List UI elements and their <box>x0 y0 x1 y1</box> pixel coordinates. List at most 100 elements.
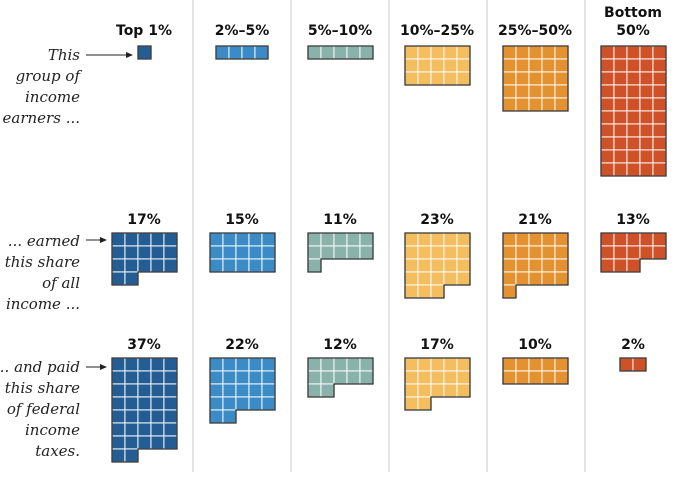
waffle-cell <box>124 357 139 372</box>
waffle-cell <box>443 357 458 372</box>
waffle-cell <box>528 258 543 273</box>
waffle-cell <box>346 370 361 385</box>
waffle-cell <box>261 370 276 385</box>
waffle-cell <box>600 232 615 247</box>
group-header: Top 1% <box>116 23 172 39</box>
waffle-cell <box>541 258 556 273</box>
value-label: 11% <box>323 212 357 228</box>
waffle-cell <box>235 232 250 247</box>
waffle-cell <box>600 58 615 73</box>
waffle-cell <box>541 58 556 73</box>
waffle-cell <box>150 232 165 247</box>
waffle-cell <box>417 232 432 247</box>
waffle-block <box>209 357 276 424</box>
waffle-cell <box>456 370 471 385</box>
waffle-cell <box>150 383 165 398</box>
waffle-cell <box>652 232 667 247</box>
value-label: 17% <box>420 337 454 353</box>
waffle-cell <box>456 245 471 260</box>
waffle-cell <box>554 45 569 60</box>
waffle-cell <box>404 357 419 372</box>
waffle-cell <box>235 258 250 273</box>
waffle-cell <box>652 58 667 73</box>
row-label: of all <box>42 274 80 292</box>
waffle-cell <box>163 409 178 424</box>
waffle-cell <box>502 357 517 372</box>
waffle-cell <box>443 58 458 73</box>
waffle-cell <box>600 162 615 177</box>
waffle-cell <box>150 245 165 260</box>
waffle-cell <box>222 396 237 411</box>
waffle-cell <box>652 110 667 125</box>
waffle-cell <box>652 97 667 112</box>
waffle-cell <box>417 45 432 60</box>
waffle-block <box>404 357 471 411</box>
waffle-cell <box>137 383 152 398</box>
waffle-block <box>111 357 178 463</box>
waffle-cell <box>613 58 628 73</box>
waffle-cell <box>359 45 374 60</box>
waffle-cell <box>124 245 139 260</box>
waffle-cell <box>541 45 556 60</box>
waffle-cell <box>528 232 543 247</box>
waffle-cell <box>443 232 458 247</box>
group-header: 5%–10% <box>308 23 372 39</box>
waffle-cell <box>111 448 126 463</box>
waffle-cell <box>404 271 419 286</box>
waffle-cell <box>443 45 458 60</box>
waffle-cell <box>652 123 667 138</box>
waffle-cell <box>307 357 322 372</box>
waffle-cell <box>111 435 126 450</box>
waffle-cell <box>404 370 419 385</box>
arrowhead-icon <box>100 364 107 370</box>
waffle-cell <box>209 383 224 398</box>
waffle-cell <box>639 71 654 86</box>
waffle-cell <box>320 245 335 260</box>
waffle-cell <box>626 245 641 260</box>
waffle-cell <box>652 245 667 260</box>
waffle-cell <box>222 409 237 424</box>
waffle-block <box>307 357 374 398</box>
waffle-cell <box>443 370 458 385</box>
waffle-cell <box>320 45 335 60</box>
waffle-cell <box>261 357 276 372</box>
waffle-cell <box>248 258 263 273</box>
waffle-cell <box>222 383 237 398</box>
waffle-cell <box>443 245 458 260</box>
waffle-cell <box>209 232 224 247</box>
waffle-cell <box>333 232 348 247</box>
waffle-cell <box>600 136 615 151</box>
waffle-cell <box>150 422 165 437</box>
waffle-cell <box>150 409 165 424</box>
waffle-cell <box>430 232 445 247</box>
waffle-cell <box>541 245 556 260</box>
row-label: ... earned <box>8 232 80 250</box>
waffle-cell <box>124 258 139 273</box>
waffle-cell <box>430 370 445 385</box>
waffle-cell <box>307 370 322 385</box>
waffle-cell <box>626 162 641 177</box>
waffle-cell <box>554 71 569 86</box>
waffle-cell <box>626 97 641 112</box>
waffle-cell <box>600 258 615 273</box>
waffle-cell <box>359 370 374 385</box>
waffle-cell <box>261 245 276 260</box>
waffle-cell <box>639 110 654 125</box>
group-header: 2%–5% <box>215 23 270 39</box>
waffle-cell <box>626 71 641 86</box>
waffle-cell <box>209 370 224 385</box>
waffle-block <box>502 232 569 299</box>
waffle-cell <box>404 45 419 60</box>
waffle-cell <box>515 97 530 112</box>
waffle-cell <box>541 357 556 372</box>
waffle-cell <box>515 258 530 273</box>
waffle-cell <box>502 284 517 299</box>
waffle-cell <box>228 45 243 60</box>
waffle-cell <box>404 232 419 247</box>
waffle-cell <box>150 370 165 385</box>
waffle-cell <box>320 383 335 398</box>
waffle-cell <box>515 45 530 60</box>
waffle-outline <box>209 357 276 424</box>
waffle-cell <box>124 435 139 450</box>
waffle-cell <box>443 258 458 273</box>
